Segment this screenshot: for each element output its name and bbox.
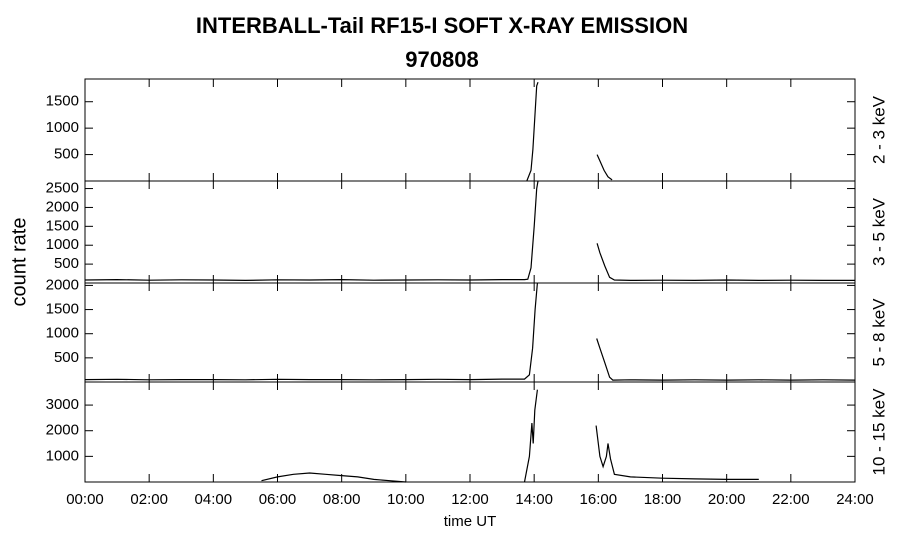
panel-label: 5 - 8 keV: [869, 298, 888, 367]
x-tick-label: 22:00: [772, 491, 810, 508]
y-tick-label: 2000: [46, 198, 79, 215]
y-tick-label: 1500: [46, 301, 79, 318]
y-tick-label: 500: [54, 146, 79, 163]
panel-frame: [84, 180, 856, 284]
x-tick-label: 16:00: [580, 491, 618, 508]
x-tick-label: 18:00: [644, 491, 682, 508]
y-tick-label: 2000: [46, 422, 79, 439]
x-tick-label: 04:00: [195, 491, 233, 508]
chart-title: INTERBALL-Tail RF15-I SOFT X-RAY EMISSIO…: [196, 13, 688, 38]
x-tick-label: 02:00: [130, 491, 168, 508]
x-tick-label: 24:00: [836, 491, 874, 508]
panel-label: 2 - 3 keV: [869, 95, 888, 164]
x-tick-label: 14:00: [515, 491, 553, 508]
y-tick-label: 1000: [46, 447, 79, 464]
y-tick-label: 500: [54, 255, 79, 272]
x-tick-label: 06:00: [259, 491, 297, 508]
x-tick-label: 20:00: [708, 491, 746, 508]
panel-label: 10 - 15 keV: [869, 388, 888, 476]
chart-subtitle: 970808: [405, 47, 478, 72]
x-axis-label: time UT: [444, 513, 497, 530]
y-tick-label: 1500: [46, 217, 79, 234]
y-tick-label: 2000: [46, 276, 79, 293]
y-tick-label: 2500: [46, 180, 79, 197]
y-tick-label: 1000: [46, 236, 79, 253]
panel-label: 3 - 5 keV: [869, 197, 888, 266]
y-tick-label: 3000: [46, 396, 79, 413]
y-tick-label: 1000: [46, 119, 79, 136]
panel-frame: [84, 78, 856, 182]
y-tick-label: 1000: [46, 325, 79, 342]
x-tick-label: 12:00: [451, 491, 489, 508]
panel-frame: [84, 282, 856, 383]
data-line: [84, 282, 856, 381]
y-tick-label: 1500: [46, 93, 79, 110]
y-tick-label: 500: [54, 349, 79, 366]
x-tick-label: 08:00: [323, 491, 361, 508]
panel-frame: [84, 381, 856, 483]
x-tick-label: 10:00: [387, 491, 425, 508]
y-axis-label: count rate: [8, 218, 30, 307]
x-tick-label: 00:00: [66, 491, 104, 508]
data-line: [84, 180, 855, 282]
data-line: [526, 82, 613, 182]
data-line: [261, 389, 759, 483]
